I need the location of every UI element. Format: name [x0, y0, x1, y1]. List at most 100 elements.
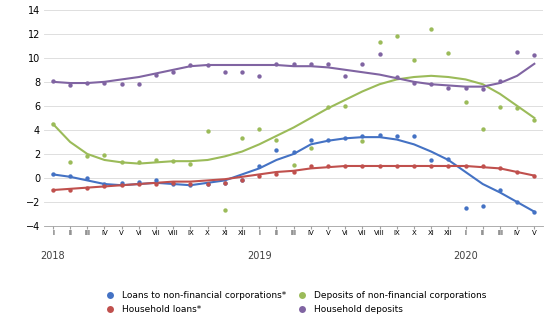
Point [427, 26, 435, 32]
Point [66, 160, 75, 165]
Point [220, 180, 229, 185]
Point [358, 138, 367, 143]
Point [169, 182, 178, 187]
Point [238, 136, 247, 141]
Point [409, 163, 418, 169]
Point [100, 80, 109, 86]
Point [238, 178, 247, 183]
Point [512, 49, 521, 54]
Point [83, 154, 92, 159]
Point [289, 162, 298, 167]
Point [341, 136, 350, 141]
Point [49, 121, 58, 127]
Point [135, 182, 143, 187]
Point [117, 182, 126, 188]
Point [117, 180, 126, 185]
Point [152, 182, 161, 187]
Point [512, 106, 521, 111]
Point [444, 85, 453, 90]
Point [495, 187, 504, 193]
Point [427, 82, 435, 87]
Text: 2020: 2020 [453, 251, 478, 261]
Point [375, 39, 384, 45]
Point [152, 72, 161, 77]
Point [135, 82, 143, 87]
Point [512, 200, 521, 205]
Point [272, 61, 281, 67]
Point [495, 78, 504, 83]
Point [375, 132, 384, 137]
Point [324, 163, 332, 169]
Text: 2019: 2019 [247, 251, 271, 261]
Legend: Loans to non-financial corporations*, Household loans*, Deposits of non-financia: Loans to non-financial corporations*, Ho… [101, 291, 486, 314]
Point [203, 182, 212, 187]
Point [461, 205, 470, 211]
Point [444, 156, 453, 162]
Point [461, 85, 470, 90]
Point [461, 100, 470, 105]
Point [392, 133, 401, 139]
Point [324, 137, 332, 142]
Point [49, 172, 58, 177]
Point [186, 182, 195, 188]
Point [220, 208, 229, 213]
Point [49, 187, 58, 193]
Point [478, 163, 487, 169]
Point [186, 62, 195, 68]
Point [255, 173, 264, 178]
Point [152, 157, 161, 162]
Point [358, 163, 367, 169]
Point [169, 159, 178, 164]
Point [186, 161, 195, 166]
Point [220, 180, 229, 185]
Point [100, 152, 109, 158]
Point [83, 175, 92, 181]
Point [530, 53, 538, 58]
Point [392, 163, 401, 169]
Point [83, 80, 92, 86]
Point [169, 70, 178, 75]
Point [530, 209, 538, 214]
Point [289, 169, 298, 174]
Point [255, 126, 264, 131]
Point [409, 80, 418, 86]
Point [375, 163, 384, 169]
Point [444, 163, 453, 169]
Point [461, 163, 470, 169]
Point [409, 133, 418, 139]
Point [341, 163, 350, 169]
Point [409, 57, 418, 63]
Point [324, 61, 332, 67]
Point [100, 184, 109, 189]
Point [117, 160, 126, 165]
Point [289, 61, 298, 67]
Point [358, 61, 367, 67]
Point [203, 129, 212, 134]
Point [203, 182, 212, 187]
Point [530, 173, 538, 178]
Point [444, 50, 453, 56]
Point [272, 148, 281, 153]
Point [272, 137, 281, 142]
Point [375, 52, 384, 57]
Point [203, 62, 212, 68]
Point [512, 169, 521, 174]
Point [255, 163, 264, 169]
Point [83, 185, 92, 190]
Text: 2018: 2018 [40, 251, 65, 261]
Point [392, 34, 401, 39]
Point [306, 145, 315, 151]
Point [306, 163, 315, 169]
Point [272, 172, 281, 177]
Point [135, 179, 143, 184]
Point [341, 103, 350, 109]
Point [427, 157, 435, 162]
Point [220, 70, 229, 75]
Point [289, 149, 298, 154]
Point [306, 61, 315, 67]
Point [306, 137, 315, 142]
Point [255, 73, 264, 78]
Point [100, 182, 109, 187]
Point [392, 74, 401, 79]
Point [478, 203, 487, 208]
